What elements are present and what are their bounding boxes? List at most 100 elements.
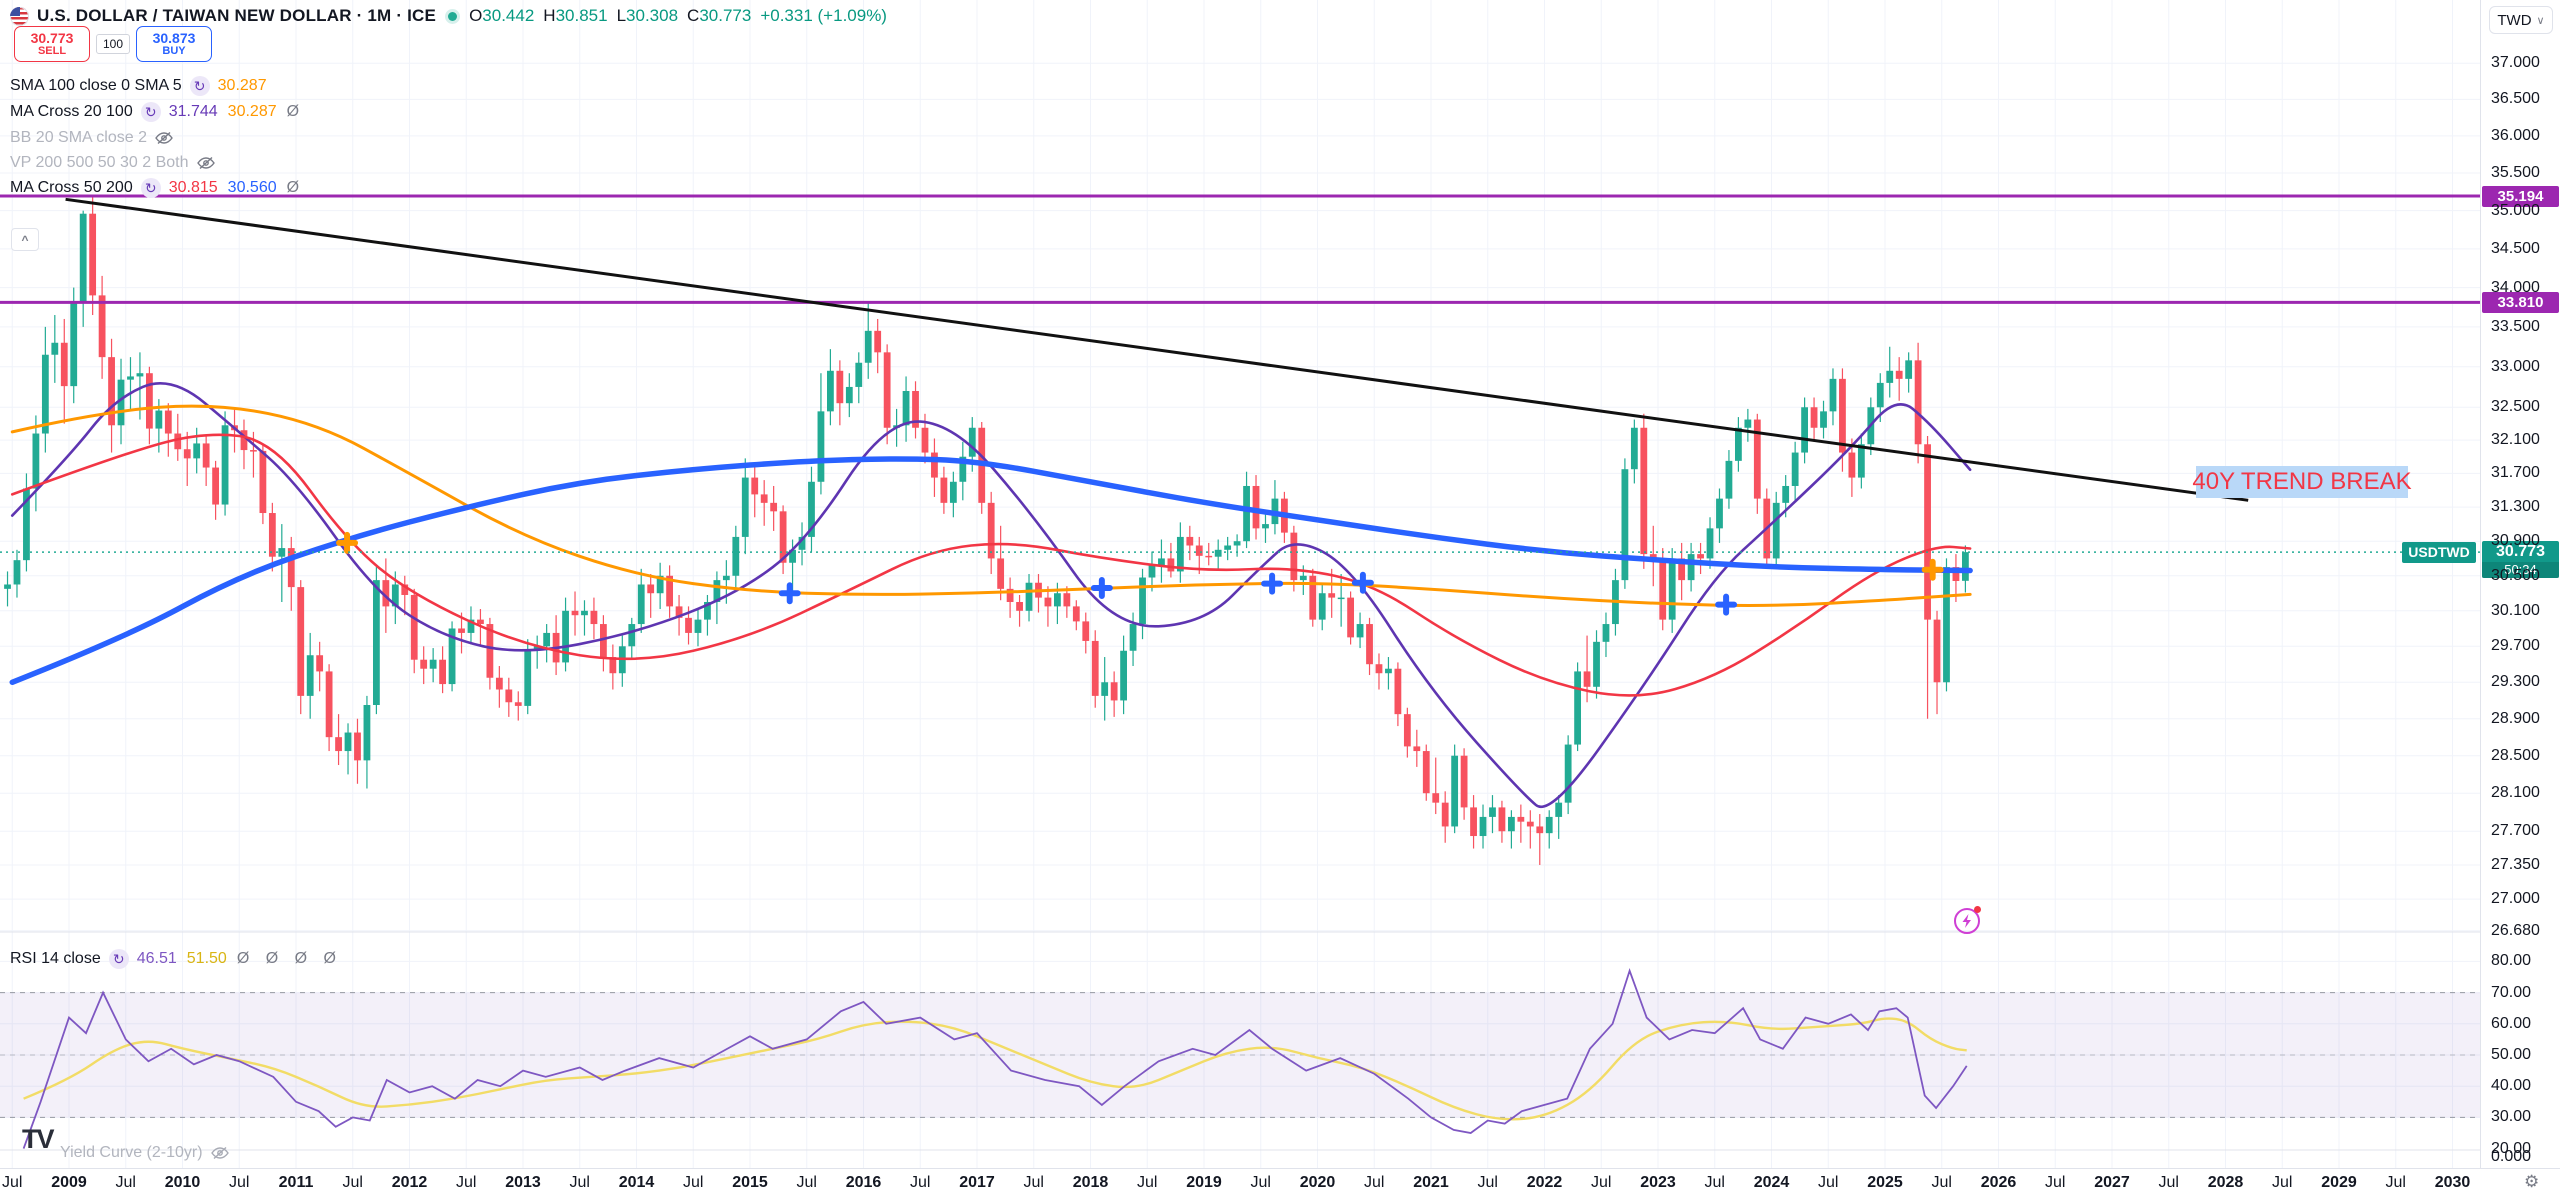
price-tick: 30.900	[2491, 532, 2540, 550]
time-tick: 2020	[1299, 1174, 1336, 1191]
candle-body	[108, 357, 115, 426]
candle-body	[524, 650, 532, 706]
pane-collapse-button[interactable]: ^	[11, 228, 39, 251]
price-tick: 31.700	[2491, 464, 2540, 482]
candle-body	[997, 558, 1005, 589]
market-status-icon[interactable]	[448, 11, 458, 21]
refresh-icon[interactable]: ↻	[108, 949, 129, 969]
candle-body	[921, 427, 929, 453]
indicator-row-ma-cross-50-200[interactable]: MA Cross 50 200 ↻ 30.815 30.560 Ø	[10, 178, 306, 198]
candle-body	[1016, 601, 1023, 611]
indicator-row-yield-curve[interactable]: Yield Curve (2-10yr)	[60, 1142, 229, 1164]
indicator-row-vp[interactable]: VP 200 500 50 30 2 Both	[10, 152, 215, 174]
candle-body	[637, 584, 645, 625]
candle-body	[89, 213, 97, 296]
indicator-row-rsi[interactable]: RSI 14 close ↻ 46.51 51.50 Ø Ø Ø Ø	[10, 949, 342, 969]
candle-body	[1470, 807, 1477, 837]
eye-off-icon[interactable]	[196, 156, 215, 170]
sell-button[interactable]: 30.773 SELL	[14, 26, 90, 62]
time-tick: 2019	[1186, 1174, 1222, 1191]
ma-cross-marker[interactable]	[1351, 571, 1374, 594]
alert-lightning-icon[interactable]	[1952, 906, 1982, 936]
ma-200-line[interactable]	[9, 456, 1973, 686]
indicator-row-sma100[interactable]: SMA 100 close 0 SMA 5 ↻ 30.287	[10, 76, 267, 96]
candle-body	[1952, 567, 1960, 581]
time-tick: 2021	[1413, 1174, 1449, 1191]
candle-body	[902, 390, 910, 426]
candle-body	[1489, 807, 1496, 817]
eye-off-icon[interactable]	[155, 131, 173, 145]
time-tick: 2024	[1753, 1174, 1790, 1191]
ohlc-readout: O30.442 H30.851 L30.308 C30.773 +0.331 (…	[469, 6, 887, 25]
symbol-title[interactable]: U.S. DOLLAR / TAIWAN NEW DOLLAR · 1M · I…	[37, 6, 437, 25]
trade-widget: 30.773 SELL 100 30.873 BUY	[14, 26, 212, 62]
candle-body	[675, 606, 683, 618]
ma-cross-marker[interactable]	[1921, 558, 1944, 581]
candle-body	[335, 737, 342, 752]
candle-body	[1791, 452, 1799, 486]
change-value: +0.331 (+1.09%)	[760, 6, 887, 25]
candle-body	[1195, 545, 1203, 556]
refresh-icon[interactable]: ↻	[140, 178, 161, 198]
quantity-field[interactable]: 100	[96, 34, 130, 54]
candle-body	[571, 610, 579, 616]
candle-body	[1233, 541, 1241, 546]
candle-body	[1214, 549, 1222, 557]
candle-body	[1545, 816, 1553, 834]
refresh-icon[interactable]: ↻	[189, 76, 210, 96]
candle-body	[439, 659, 447, 685]
indicator-value: Ø	[286, 103, 306, 120]
candle-body	[1924, 444, 1931, 620]
price-tick: 28.900	[2491, 709, 2540, 727]
price-tick: 33.500	[2491, 317, 2540, 335]
candle-body	[145, 373, 153, 429]
candle-body	[1829, 378, 1837, 412]
candle-body	[212, 467, 220, 505]
ma-cross-marker[interactable]	[778, 582, 801, 605]
time-tick: 2030	[2434, 1174, 2471, 1191]
eye-off-icon[interactable]	[210, 1146, 229, 1160]
candle-body	[1063, 593, 1071, 607]
candle-body	[704, 601, 711, 620]
rsi-signal-line[interactable]	[23, 1017, 1967, 1121]
candle-body	[316, 655, 324, 672]
candle-body	[306, 655, 314, 696]
buy-button[interactable]: 30.873 BUY	[136, 26, 212, 62]
indicator-row-ma-cross-20-100[interactable]: MA Cross 20 100 ↻ 31.744 30.287 Ø	[10, 102, 306, 122]
tradingview-logo[interactable]: TV	[22, 1124, 54, 1154]
price-axis[interactable]: TWD ∨ 35.194 33.810 30.773 50:34 37.000 36…	[2480, 0, 2560, 1168]
candle-body	[1744, 419, 1752, 428]
candle-body	[940, 477, 948, 503]
ma-cross-marker[interactable]	[1715, 593, 1738, 616]
time-tick: Jul	[2, 1174, 23, 1191]
time-tick: 2029	[2321, 1174, 2357, 1191]
candle-body	[391, 584, 399, 607]
gear-icon[interactable]: ⚙	[2524, 1172, 2540, 1191]
ma-cross-marker[interactable]	[336, 531, 359, 554]
candle-body	[1186, 536, 1194, 546]
candle-body	[1205, 555, 1213, 558]
trend-line[interactable]	[65, 197, 2249, 502]
ma-cross-marker[interactable]	[1261, 572, 1284, 595]
currency-selector[interactable]: TWD ∨	[2489, 6, 2553, 34]
time-axis[interactable]: Jul 2009 Jul 2010 Jul 2011 Jul 2012 Jul 2013 Jul 20…	[0, 1168, 2560, 1198]
candle-body	[1309, 575, 1317, 620]
candle-body	[1782, 485, 1790, 503]
time-tick: 2027	[2094, 1174, 2130, 1191]
refresh-icon[interactable]: ↻	[140, 102, 161, 122]
candle-body	[912, 390, 919, 428]
ma-cross-marker[interactable]	[1090, 576, 1113, 599]
ma-20-line[interactable]	[10, 382, 1972, 808]
candle-body	[495, 677, 503, 690]
indicator-row-bb[interactable]: BB 20 SMA close 2	[10, 127, 173, 149]
trend-break-annotation[interactable]: 40Y TREND BREAK	[2192, 466, 2412, 498]
rsi-line[interactable]	[22, 967, 1968, 1149]
time-tick: 2016	[845, 1174, 882, 1191]
rsi-tick: 70.00	[2491, 983, 2532, 1001]
candle-body	[656, 575, 664, 594]
candle-series[interactable]	[4, 196, 1969, 865]
ma-100-line[interactable]	[10, 404, 1972, 607]
candle-body	[1943, 567, 1950, 683]
rsi-tick: 80.00	[2491, 952, 2532, 970]
